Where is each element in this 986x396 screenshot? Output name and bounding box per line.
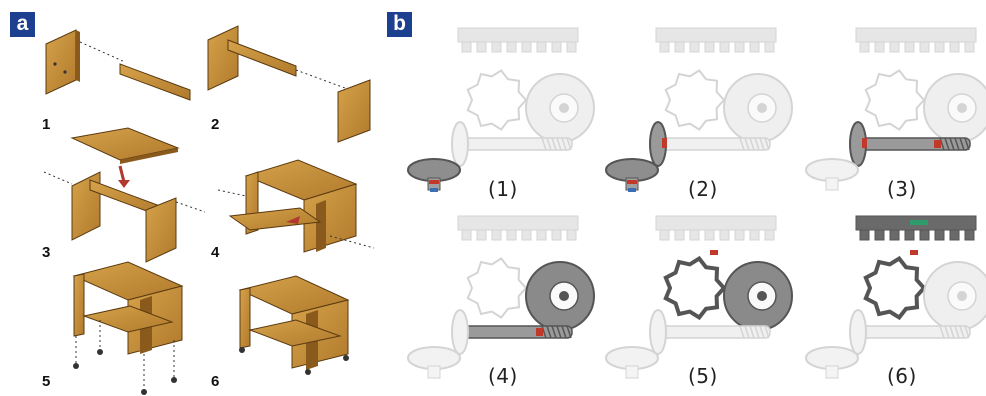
step-6-number: 6 bbox=[211, 373, 220, 390]
spur-gear bbox=[466, 69, 528, 131]
step-1-number: 1 bbox=[42, 116, 51, 133]
step-2-number: 2 bbox=[211, 116, 220, 133]
small-bevel-gear bbox=[451, 121, 469, 167]
step-5-illustration bbox=[72, 261, 184, 395]
rack-bar bbox=[855, 27, 977, 53]
gear-frame-4 bbox=[407, 215, 595, 379]
red-marker bbox=[710, 250, 718, 255]
red-marker bbox=[536, 328, 543, 336]
rack-bar bbox=[855, 215, 977, 241]
step-3-illustration bbox=[43, 127, 206, 263]
step-2-illustration bbox=[207, 25, 371, 143]
gear-step-4-label: (4) bbox=[488, 364, 518, 388]
small-bevel-gear bbox=[451, 309, 469, 355]
small-bevel-gear bbox=[849, 309, 867, 355]
spur-gear bbox=[864, 69, 926, 131]
gear-frame-3 bbox=[805, 27, 986, 191]
gear-step-5-label: (5) bbox=[688, 364, 718, 388]
panel-b-tag: b bbox=[387, 12, 412, 37]
rack-bar bbox=[655, 215, 777, 241]
step-1-illustration bbox=[45, 29, 191, 101]
rack-bar bbox=[457, 215, 579, 241]
gear-step-6-label: (6) bbox=[887, 364, 917, 388]
red-marker bbox=[934, 140, 941, 148]
gear-step-1-label: (1) bbox=[488, 177, 518, 201]
spur-gear bbox=[663, 255, 727, 321]
gear-frame-5 bbox=[605, 215, 793, 379]
rack-bar bbox=[655, 27, 777, 53]
spur-gear bbox=[466, 257, 528, 319]
gear-frame-2 bbox=[605, 27, 793, 192]
green-arrow-icon bbox=[910, 220, 928, 225]
small-bevel-gear bbox=[649, 309, 667, 355]
step-5-number: 5 bbox=[42, 373, 51, 390]
gear-frame-1 bbox=[407, 27, 595, 192]
rack-bar bbox=[457, 27, 579, 53]
step-6-illustration bbox=[238, 275, 350, 375]
spur-gear bbox=[863, 255, 927, 321]
gear-step-3-label: (3) bbox=[887, 177, 917, 201]
gear-step-2-label: (2) bbox=[688, 177, 718, 201]
spur-gear bbox=[664, 69, 726, 131]
step-4-illustration bbox=[217, 159, 375, 253]
step-4-number: 4 bbox=[211, 244, 220, 261]
red-marker bbox=[910, 250, 918, 255]
gear-frame-6 bbox=[805, 215, 986, 379]
step-3-number: 3 bbox=[42, 244, 51, 261]
panel-a-tag: a bbox=[10, 12, 35, 37]
